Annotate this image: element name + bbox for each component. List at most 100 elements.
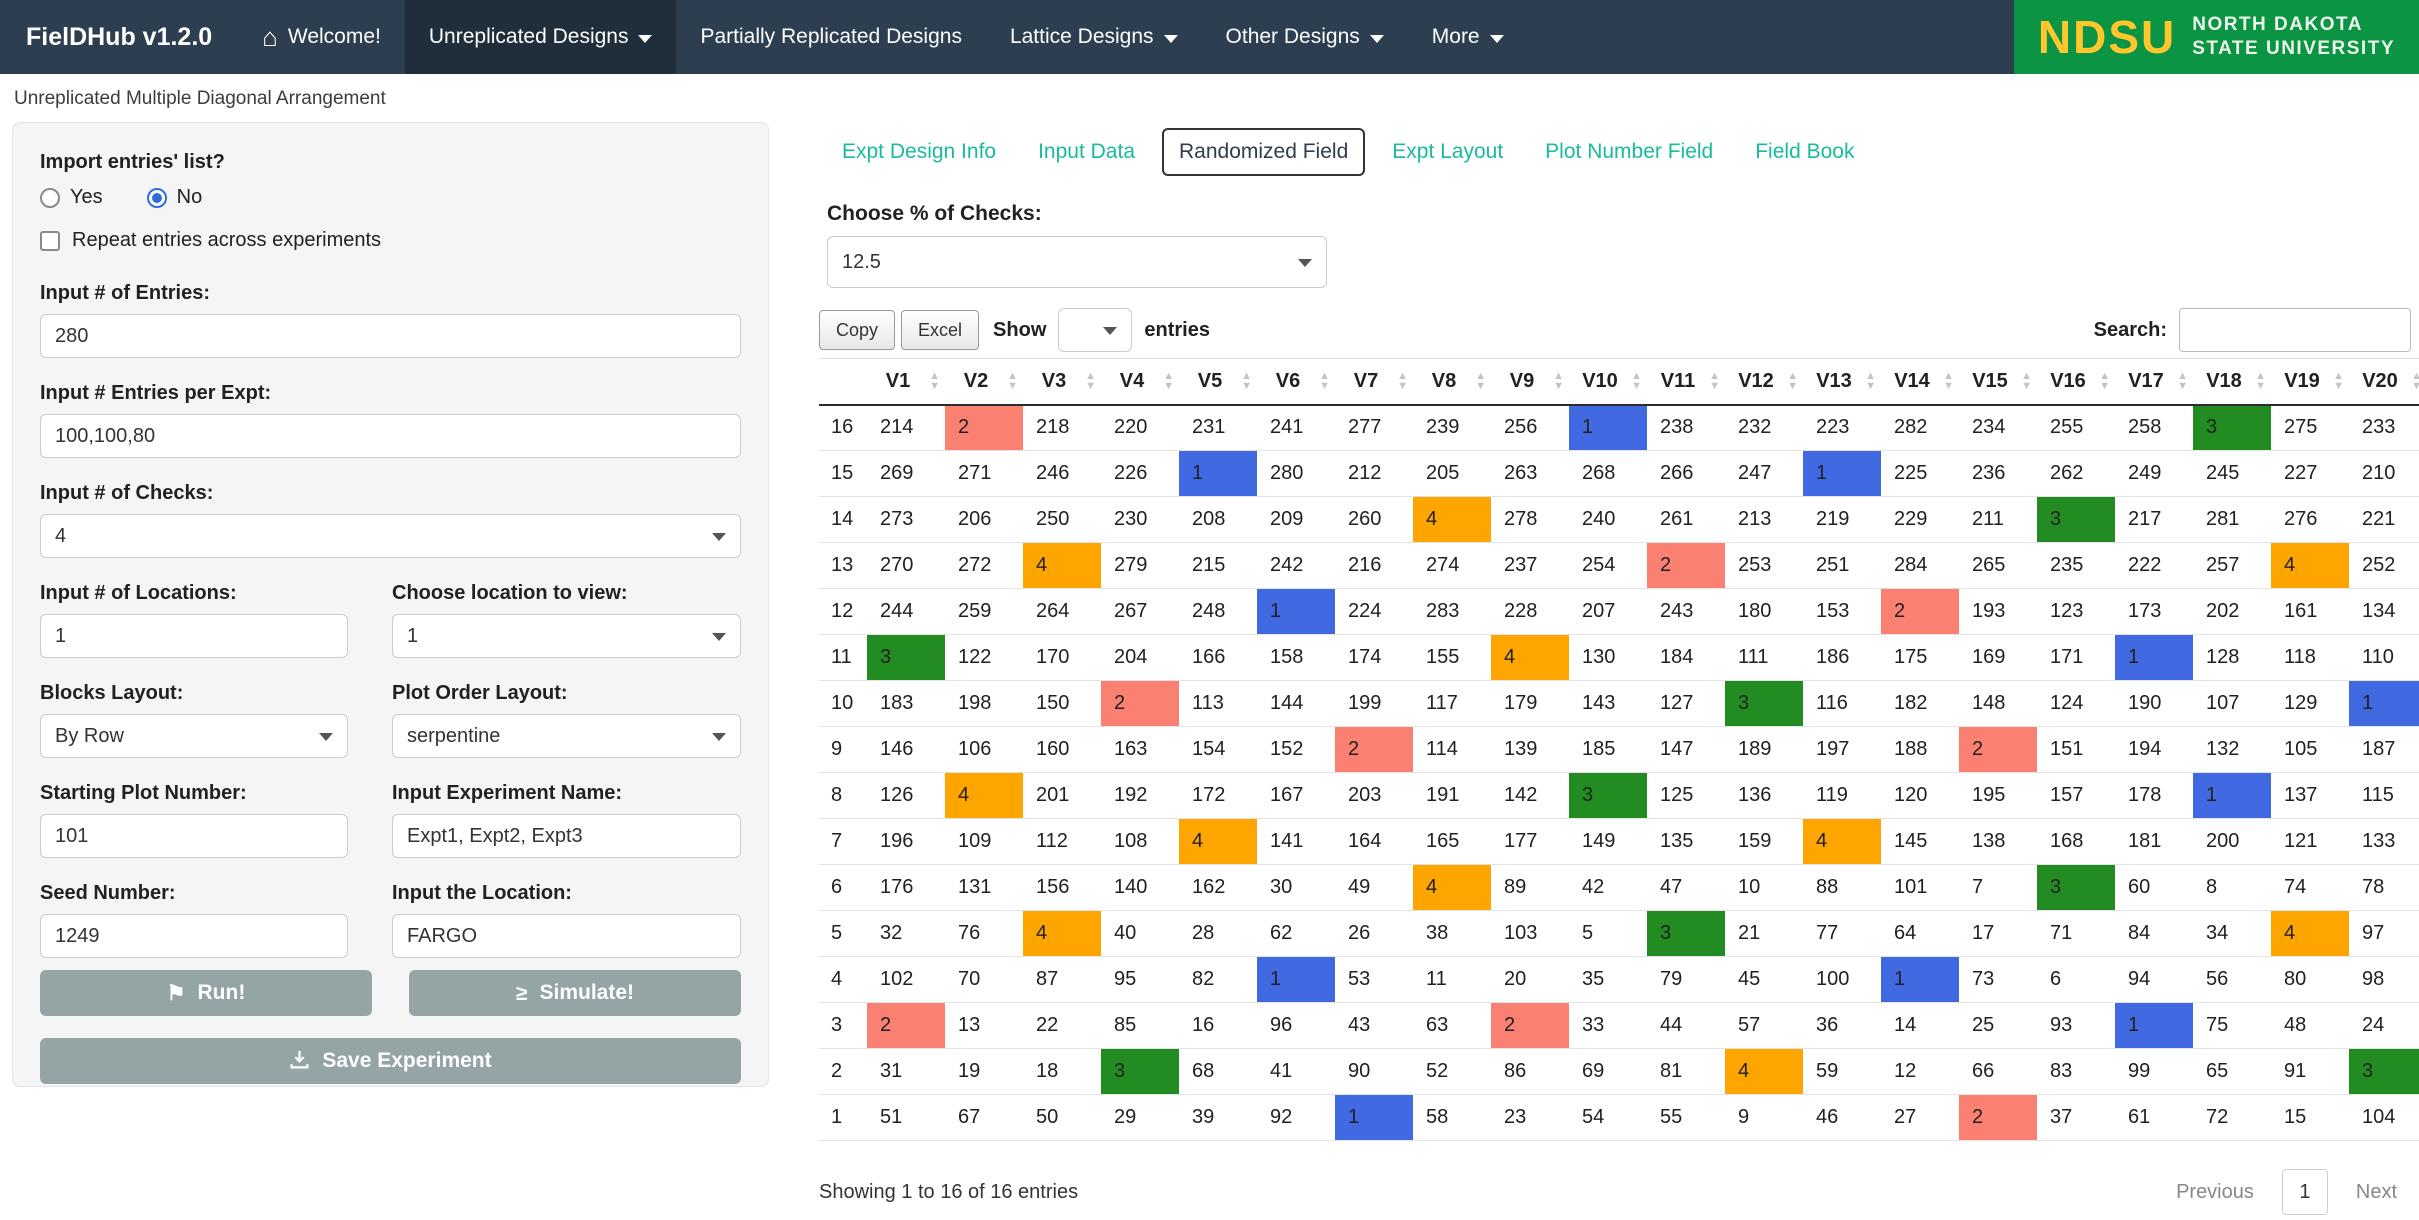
checks-percent-label: Choose % of Checks: [827,202,1042,225]
copy-button[interactable]: Copy [819,310,896,350]
entries-suffix-label: entries [1144,318,1210,341]
previous-page-button[interactable]: Previous [2176,1180,2254,1203]
entry-cell: 264 [1023,588,1101,635]
search-input[interactable] [2179,308,2411,352]
column-header-v5[interactable]: V5 ▲ ▼ [1179,358,1257,406]
radio-yes[interactable]: Yes [40,186,103,209]
starting-plot-input[interactable] [40,814,348,858]
column-header-v12[interactable]: V12 ▲ ▼ [1725,358,1803,406]
column-header-v11[interactable]: V11 ▲ ▼ [1647,358,1725,406]
entry-cell: 79 [1647,956,1725,1003]
next-page-button[interactable]: Next [2355,1180,2397,1203]
entry-cell: 58 [1413,1094,1491,1141]
entries-length-select[interactable] [1058,308,1133,352]
column-header-v18[interactable]: V18 ▲ ▼ [2193,358,2271,406]
checks-select[interactable]: 4 [40,514,741,558]
column-header-v15[interactable]: V15 ▲ ▼ [1959,358,2037,406]
page-1-button[interactable]: 1 [2281,1169,2328,1215]
entry-cell: 234 [1959,404,2037,451]
tab-expt-design-info[interactable]: Expt Design Info [842,140,997,163]
run-button[interactable]: ⚑ Run! [40,970,372,1016]
save-experiment-button[interactable]: Save Experiment [40,1038,741,1084]
seed-location-row: Seed Number: Input the Location: [40,882,741,958]
location-view-select[interactable]: 1 [392,614,741,658]
column-header-v9[interactable]: V9 ▲ ▼ [1491,358,1569,406]
column-header-v14[interactable]: V14 ▲ ▼ [1881,358,1959,406]
nav-welcome[interactable]: ⌂ Welcome! [238,0,405,74]
entry-cell: 45 [1725,956,1803,1003]
entry-cell: 55 [1647,1094,1725,1141]
checks-percent-select[interactable]: 12.5 [827,236,1327,288]
column-header-v17[interactable]: V17 ▲ ▼ [2115,358,2193,406]
location-input[interactable] [392,914,741,958]
app-brand[interactable]: FielDHub v1.2.0 [26,22,213,51]
ndsu-line1: NORTH DAKOTA [2192,14,2363,35]
column-header-v8[interactable]: V8 ▲ ▼ [1413,358,1491,406]
entry-cell: 191 [1413,772,1491,819]
nav-more[interactable]: More [1408,0,1528,74]
column-header-v4[interactable]: V4 ▲ ▼ [1101,358,1179,406]
column-header-v16[interactable]: V16 ▲ ▼ [2037,358,2115,406]
table-row: 2 31 19 18 3 68 41 90 52 86 69 81 4 59 12 66 83 99 65 91 3 [819,1048,2419,1095]
repeat-entries-checkbox[interactable]: Repeat entries across experiments [40,229,741,252]
entry-cell: 89 [1491,864,1569,911]
seed-input[interactable] [40,914,348,958]
column-header-v19[interactable]: V19 ▲ ▼ [2271,358,2349,406]
tab-plot-number-field[interactable]: Plot Number Field [1545,140,1714,163]
entry-cell: 282 [1881,404,1959,451]
column-header-v10[interactable]: V10 ▲ ▼ [1569,358,1647,406]
entry-cell: 275 [2271,404,2349,451]
entry-cell: 254 [1569,542,1647,589]
entry-cell: 30 [1257,864,1335,911]
tab-expt-layout[interactable]: Expt Layout [1392,140,1504,163]
check-cell: 4 [1491,634,1569,681]
entry-cell: 203 [1335,772,1413,819]
column-header-v2[interactable]: V2 ▲ ▼ [945,358,1023,406]
tab-randomized-field[interactable]: Randomized Field [1162,128,1366,176]
entries-input[interactable] [40,314,741,358]
entries-per-expt-input[interactable] [40,414,741,458]
entry-cell: 46 [1803,1094,1881,1141]
locations-input[interactable] [40,614,348,658]
check-cell: 4 [945,772,1023,819]
blocks-layout-select[interactable]: By Row [40,714,348,758]
entry-cell: 240 [1569,496,1647,543]
nav-partially-replicated-label: Partially Replicated Designs [700,25,962,48]
column-header-v1[interactable]: V1 ▲ ▼ [867,358,945,406]
entry-cell: 74 [2271,864,2349,911]
tab-field-book[interactable]: Field Book [1755,140,1855,163]
entry-cell: 276 [2271,496,2349,543]
entry-cell: 70 [945,956,1023,1003]
sort-icon: ▲ ▼ [1865,370,1876,393]
entry-cell: 146 [867,726,945,773]
entry-cell: 104 [2349,1094,2419,1141]
table-row: 11 3 122 170 204 166 158 174 155 4 130 184 111 186 175… [819,634,2419,681]
entry-cell: 72 [2193,1094,2271,1141]
check-cell: 3 [1725,680,1803,727]
column-header-v7[interactable]: V7 ▲ ▼ [1335,358,1413,406]
simulate-button[interactable]: ≥ Simulate! [409,970,741,1016]
tab-input-data[interactable]: Input Data [1038,140,1135,163]
entry-cell: 209 [1257,496,1335,543]
column-header-v13[interactable]: V13 ▲ ▼ [1803,358,1881,406]
plot-order-select[interactable]: serpentine [392,714,741,758]
entry-cell: 162 [1179,864,1257,911]
entry-cell: 107 [2193,680,2271,727]
nav-partially-replicated-designs[interactable]: Partially Replicated Designs [676,0,985,74]
blocks-layout-value: By Row [55,724,124,747]
column-header-v6[interactable]: V6 ▲ ▼ [1257,358,1335,406]
excel-button[interactable]: Excel [901,310,980,350]
location-view-value: 1 [407,624,419,647]
column-header-v3[interactable]: V3 ▲ ▼ [1023,358,1101,406]
nav-other-designs[interactable]: Other Designs [1202,0,1408,74]
column-header-v20[interactable]: V20 ▲ ▼ [2349,358,2419,406]
entry-cell: 270 [867,542,945,589]
entry-cell: 236 [1959,450,2037,497]
nav-lattice-designs[interactable]: Lattice Designs [986,0,1202,74]
nav-unreplicated-designs[interactable]: Unreplicated Designs [404,0,677,74]
entry-cell: 23 [1491,1094,1569,1141]
check-cell: 1 [1335,1094,1413,1141]
expt-name-input[interactable] [392,814,741,858]
table-header-row: V1 ▲ ▼ V2 ▲ ▼ V3 ▲ ▼ V4 ▲ ▼ V5 ▲ ▼ V6 ▲ ▼ V7 ▲ ▼ V8 ▲ ▼ V9 ▲ ▼ V10 ▲… [819,358,2419,406]
radio-no[interactable]: No [146,186,202,209]
